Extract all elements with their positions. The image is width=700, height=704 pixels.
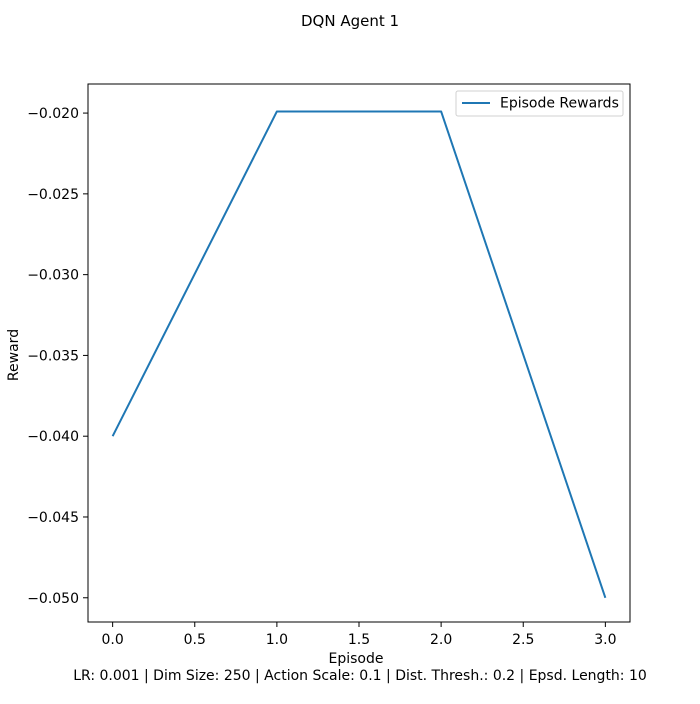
- chart-title: DQN Agent 1: [301, 12, 399, 30]
- y-tick-label: −0.030: [27, 268, 79, 284]
- x-tick-label: 3.0: [594, 632, 616, 648]
- x-tick-label: 1.0: [266, 632, 288, 648]
- y-tick-label: −0.025: [27, 187, 79, 203]
- legend-box: [455, 90, 624, 117]
- chart-footer: LR: 0.001 | Dim Size: 250 | Action Scale…: [73, 668, 647, 684]
- x-tick-label: 0.5: [184, 632, 206, 648]
- x-tick-label: 2.0: [430, 632, 452, 648]
- x-tick-label: 1.5: [348, 632, 370, 648]
- y-tick-label: −0.040: [27, 429, 79, 445]
- axes-frame: [87, 83, 631, 623]
- legend-series-label: Episode Rewards: [500, 96, 619, 112]
- x-tick-label: 0.0: [102, 632, 124, 648]
- y-axis-label: Reward: [6, 329, 22, 381]
- x-tick-label: 2.5: [512, 632, 534, 648]
- y-tick-label: −0.045: [27, 510, 79, 526]
- series-line-0: [111, 110, 607, 599]
- y-tick-label: −0.050: [27, 591, 79, 607]
- x-axis-label: Episode: [329, 651, 384, 667]
- plot-area: 0.0 0.5 1.0 1.5 2.0 2.5 3.0 −0.050 −0.045 −0.040 −…: [27, 106, 616, 648]
- legend: Episode Rewards: [455, 90, 624, 117]
- y-tick-label: −0.035: [27, 348, 79, 364]
- y-tick-label: −0.020: [27, 106, 79, 122]
